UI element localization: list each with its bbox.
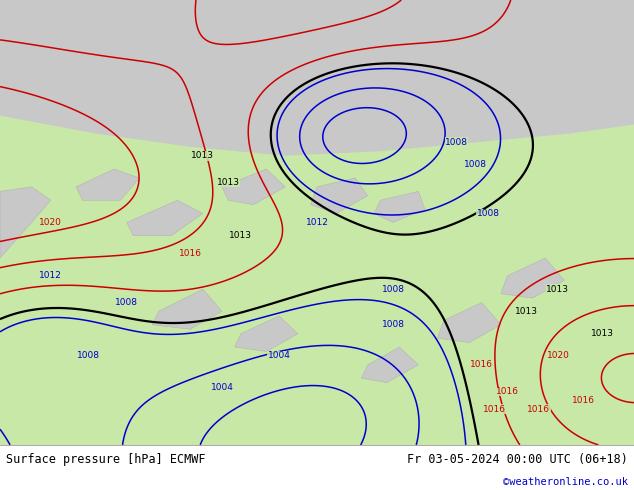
Text: 1012: 1012 <box>306 218 328 227</box>
Text: 1008: 1008 <box>382 320 404 329</box>
Polygon shape <box>0 187 51 258</box>
Text: 1016: 1016 <box>496 387 519 396</box>
Text: 1008: 1008 <box>77 351 100 361</box>
Text: 1008: 1008 <box>115 298 138 307</box>
Text: 1016: 1016 <box>527 405 550 414</box>
Text: 1013: 1013 <box>591 329 614 338</box>
Polygon shape <box>152 289 222 329</box>
Text: 1008: 1008 <box>477 209 500 218</box>
Polygon shape <box>501 258 564 298</box>
Text: 1020: 1020 <box>39 218 62 227</box>
Text: 1016: 1016 <box>470 360 493 369</box>
Text: 1016: 1016 <box>179 249 202 258</box>
Text: 1013: 1013 <box>230 231 252 240</box>
Text: 1008: 1008 <box>382 285 404 294</box>
Polygon shape <box>437 302 501 343</box>
Text: 1016: 1016 <box>483 405 506 414</box>
Text: 1012: 1012 <box>39 271 62 280</box>
Text: 1013: 1013 <box>515 307 538 316</box>
Text: 1016: 1016 <box>572 396 595 405</box>
Text: Surface pressure [hPa] ECMWF: Surface pressure [hPa] ECMWF <box>6 453 206 466</box>
Polygon shape <box>361 347 418 383</box>
Polygon shape <box>311 178 368 214</box>
Text: 1020: 1020 <box>547 351 569 361</box>
Polygon shape <box>222 169 285 205</box>
Text: 1004: 1004 <box>268 351 290 361</box>
Text: 1008: 1008 <box>445 138 468 147</box>
Polygon shape <box>374 191 425 222</box>
Text: ©weatheronline.co.uk: ©weatheronline.co.uk <box>503 477 628 487</box>
Text: Fr 03-05-2024 00:00 UTC (06+18): Fr 03-05-2024 00:00 UTC (06+18) <box>407 453 628 466</box>
Text: 1013: 1013 <box>217 178 240 187</box>
Polygon shape <box>127 200 203 236</box>
Text: 1008: 1008 <box>464 160 487 169</box>
Polygon shape <box>0 0 634 156</box>
Text: 1013: 1013 <box>191 151 214 160</box>
Text: 1013: 1013 <box>547 285 569 294</box>
Text: 1004: 1004 <box>210 383 233 392</box>
Polygon shape <box>76 169 139 200</box>
Polygon shape <box>235 316 298 351</box>
